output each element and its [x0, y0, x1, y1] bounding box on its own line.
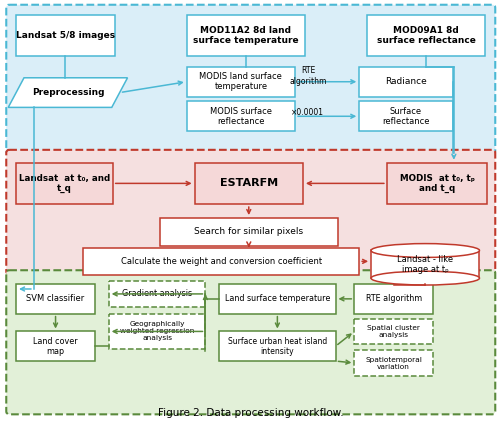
FancyBboxPatch shape: [109, 281, 206, 307]
FancyBboxPatch shape: [371, 250, 480, 278]
FancyBboxPatch shape: [16, 332, 95, 361]
Text: MODIS land surface
temperature: MODIS land surface temperature: [200, 72, 282, 91]
Text: Geographically
weighted regression
analysis: Geographically weighted regression analy…: [120, 321, 194, 341]
FancyBboxPatch shape: [354, 284, 433, 314]
Text: Spatial cluster
analysis: Spatial cluster analysis: [368, 325, 420, 338]
Text: ×0.0001: ×0.0001: [292, 108, 324, 117]
Text: ESTARFM: ESTARFM: [220, 178, 278, 188]
FancyBboxPatch shape: [16, 163, 112, 204]
FancyBboxPatch shape: [16, 284, 95, 314]
Ellipse shape: [371, 244, 480, 258]
FancyBboxPatch shape: [16, 14, 114, 56]
Text: Search for similar pixels: Search for similar pixels: [194, 227, 304, 236]
Text: RTE algorithm: RTE algorithm: [366, 295, 422, 303]
Text: Spatiotemporal
variation: Spatiotemporal variation: [366, 357, 422, 369]
FancyBboxPatch shape: [219, 284, 336, 314]
FancyBboxPatch shape: [186, 102, 295, 131]
Text: SVM classifier: SVM classifier: [26, 295, 84, 303]
FancyBboxPatch shape: [6, 150, 496, 274]
Text: Land surface temperature: Land surface temperature: [224, 295, 330, 303]
Text: Land cover
map: Land cover map: [33, 337, 78, 356]
FancyBboxPatch shape: [359, 102, 453, 131]
FancyBboxPatch shape: [367, 14, 486, 56]
Text: MODIS surface
reflectance: MODIS surface reflectance: [210, 107, 272, 126]
Text: Figure 2. Data processing workflow.: Figure 2. Data processing workflow.: [158, 408, 344, 418]
Ellipse shape: [371, 271, 480, 285]
Text: Preprocessing: Preprocessing: [32, 88, 104, 97]
FancyBboxPatch shape: [359, 67, 453, 96]
Text: MODIS  at t₀, tₚ
and t_q: MODIS at t₀, tₚ and t_q: [400, 174, 474, 193]
FancyBboxPatch shape: [194, 163, 303, 204]
FancyBboxPatch shape: [354, 350, 433, 376]
FancyBboxPatch shape: [83, 247, 359, 275]
FancyBboxPatch shape: [6, 270, 496, 414]
FancyBboxPatch shape: [109, 314, 206, 349]
Text: MOD09A1 8d
surface reflectance: MOD09A1 8d surface reflectance: [377, 26, 476, 45]
Text: Landsat - like
image at tₚ: Landsat - like image at tₚ: [397, 255, 454, 274]
Text: Landsat  at t₀, and
t_q: Landsat at t₀, and t_q: [19, 174, 110, 193]
FancyBboxPatch shape: [354, 319, 433, 344]
Text: Radiance: Radiance: [385, 77, 427, 86]
Text: Calculate the weight and conversion coefficient: Calculate the weight and conversion coef…: [120, 257, 322, 266]
FancyBboxPatch shape: [186, 67, 295, 96]
FancyBboxPatch shape: [219, 332, 336, 361]
Text: Surface
reflectance: Surface reflectance: [382, 107, 430, 126]
FancyBboxPatch shape: [387, 163, 488, 204]
FancyBboxPatch shape: [186, 14, 305, 56]
Text: Gradient analysis: Gradient analysis: [122, 289, 192, 298]
FancyBboxPatch shape: [6, 5, 496, 154]
Polygon shape: [8, 78, 128, 108]
Text: MOD11A2 8d land
surface temperature: MOD11A2 8d land surface temperature: [193, 26, 298, 45]
Text: Landsat 5/8 images: Landsat 5/8 images: [16, 31, 115, 40]
FancyBboxPatch shape: [160, 218, 338, 246]
Text: RTE
algorithm: RTE algorithm: [289, 66, 327, 85]
Text: Surface urban heat island
intensity: Surface urban heat island intensity: [228, 337, 327, 356]
